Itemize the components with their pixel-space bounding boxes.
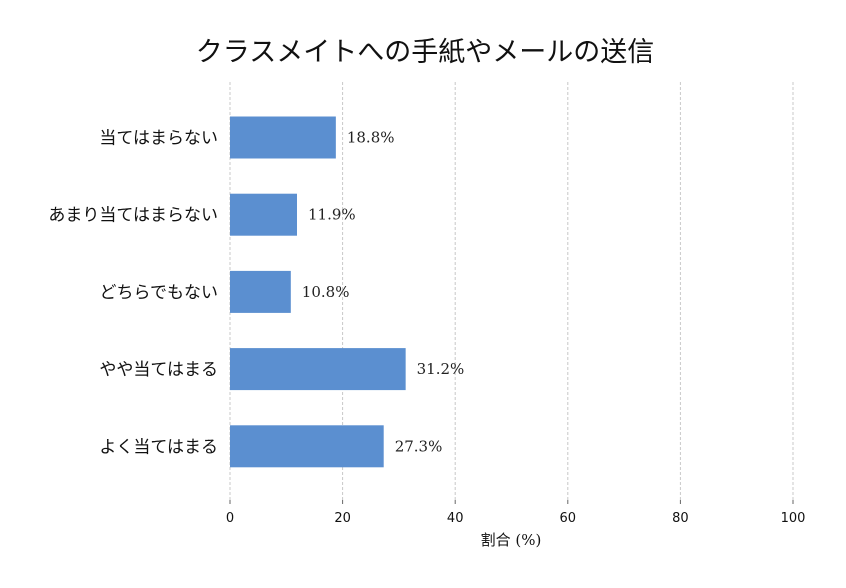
bar [230,425,384,468]
bar [230,348,406,391]
x-tick-label: 100 [781,511,806,526]
x-tick-label: 80 [672,511,689,526]
x-axis-ticks: 0 20 40 60 80 100 [226,500,806,526]
category-label: あまり当てはまらない [48,206,218,226]
category-label: 当てはまらない [99,129,218,149]
value-label: 10.8% [302,283,350,301]
value-label: 31.2% [417,360,465,378]
category-label: やや当てはまる [99,360,218,380]
x-tick-label: 20 [334,511,351,526]
value-label: 18.8% [347,129,395,147]
bars [230,116,406,468]
value-label: 11.9% [308,206,356,224]
value-labels: 18.8% 11.9% 10.8% 31.2% 27.3% [302,129,465,456]
x-tick-label: 40 [447,511,464,526]
bar [230,270,291,313]
category-label: よく当てはまる [99,437,218,457]
chart-title: クラスメイトへの手紙やメールの送信 [196,37,654,68]
value-label: 27.3% [395,437,443,455]
x-tick-label: 60 [560,511,577,526]
x-tick-label: 0 [226,511,234,526]
category-label: どちらでもない [100,283,219,303]
bar [230,116,336,159]
x-axis-label: 割合 (%) [481,531,542,549]
bar [230,193,297,236]
